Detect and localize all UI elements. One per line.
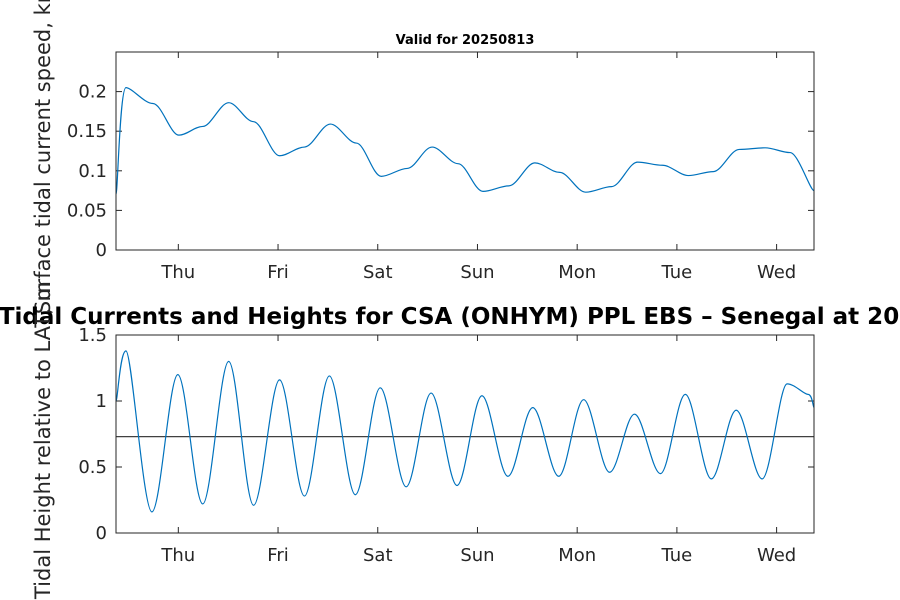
plot-frame — [115, 334, 815, 534]
x-tick-label: Thu — [160, 262, 195, 283]
x-tick-label: Wed — [757, 262, 796, 283]
x-tick-label: Sun — [460, 262, 494, 283]
x-tick-label: Fri — [267, 545, 288, 566]
series-line — [115, 350, 815, 513]
chart-title: Tidal Currents and Heights for CSA (ONHY… — [0, 304, 900, 330]
tidal-height-chart: Tidal Currents and Heights for CSA (ONHY… — [0, 281, 900, 600]
y-tick-label: 1 — [96, 391, 107, 412]
x-tick-label: Thu — [160, 545, 195, 566]
y-tick-label: 1.5 — [78, 325, 107, 346]
x-tick-label: Wed — [757, 545, 796, 566]
y-tick-label: 0 — [96, 523, 107, 544]
y-axis-label: Surface tidal current speed, kn — [31, 0, 55, 314]
x-tick-label: Tue — [661, 545, 693, 566]
y-tick-label: 0.05 — [67, 200, 107, 221]
y-tick-label: 0.15 — [67, 121, 107, 142]
chart-title: Valid for 20250813 — [396, 33, 535, 48]
x-tick-label: Sat — [363, 262, 393, 283]
y-tick-label: 0.2 — [78, 82, 107, 103]
x-tick-label: Sat — [363, 545, 393, 566]
y-axis-label: Tidal Height relative to LAT, m — [31, 281, 55, 600]
x-tick-label: Mon — [558, 262, 596, 283]
current-speed-chart: Valid for 20250813 Surface tidal current… — [31, 0, 815, 314]
x-tick-label: Fri — [267, 262, 288, 283]
y-tick-label: 0.1 — [78, 161, 107, 182]
series-line — [115, 87, 815, 196]
plot-area — [115, 51, 815, 251]
x-tick-label: Tue — [661, 262, 693, 283]
plot-frame — [115, 51, 815, 251]
plot-area — [115, 334, 815, 534]
x-tick-label: Mon — [558, 545, 596, 566]
y-tick-label: 0 — [96, 240, 107, 261]
x-tick-label: Sun — [460, 545, 494, 566]
y-tick-label: 0.5 — [78, 457, 107, 478]
